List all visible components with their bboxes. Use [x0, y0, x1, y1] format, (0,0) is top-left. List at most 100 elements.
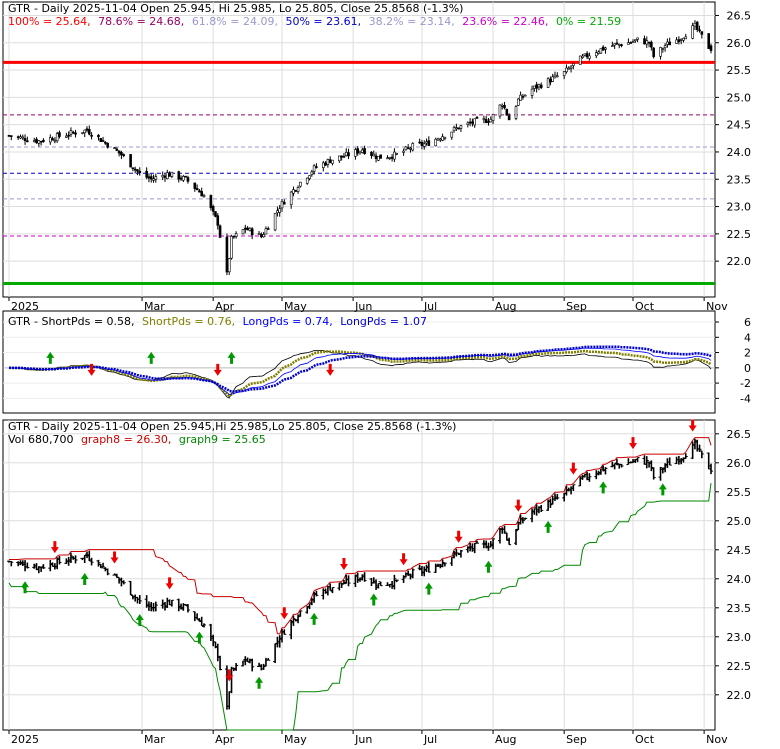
candle-body [457, 127, 460, 130]
candle-body [487, 121, 490, 123]
up-arrow [195, 631, 204, 644]
candle-body [227, 258, 231, 273]
candle-body [406, 147, 410, 149]
candle-body [101, 140, 105, 142]
candle-body [299, 181, 302, 187]
signal-candles [7, 438, 713, 710]
y-tick-label: 26.0 [727, 457, 752, 470]
candle-body [216, 215, 220, 226]
candle-body [684, 36, 688, 40]
candle-body [594, 52, 598, 57]
y-tick-label: 6 [744, 316, 751, 329]
y-tick-label: 24.0 [727, 573, 752, 586]
up-arrow [658, 483, 667, 496]
candle-body [340, 155, 343, 158]
candle-body [645, 40, 649, 45]
y-tick-label: 4 [744, 331, 751, 344]
candle-body [393, 151, 396, 160]
down-arrow [688, 419, 697, 432]
fib-label-786: 78.6% = 24.68, [98, 15, 184, 28]
candle-body [198, 190, 201, 193]
candle-body [631, 41, 635, 43]
candle-body [533, 85, 536, 89]
candle-body [356, 148, 360, 154]
candle-body [115, 148, 119, 151]
down-arrow [569, 462, 578, 475]
y-tick-label: 25.0 [727, 91, 752, 104]
signal-x-ticks: 2025 Mar Apr May Jun Jul Aug Sep Oct Nov [8, 730, 728, 746]
up-arrow [147, 351, 156, 364]
candle-body [170, 171, 174, 177]
x-tick-label: Sep [566, 733, 587, 745]
y-tick-label: 26.0 [727, 37, 752, 50]
candle-body [691, 25, 694, 39]
candle-body [395, 153, 399, 155]
candle-body [154, 176, 158, 180]
signal-panel-grid [3, 420, 715, 730]
candle-body [241, 229, 245, 235]
x-tick-label: 2025 [11, 300, 39, 313]
candle-body [565, 67, 568, 73]
candle-body [211, 205, 215, 212]
y-tick-label: 22.0 [727, 689, 752, 702]
candle-body [209, 195, 213, 209]
candle-body [292, 189, 295, 194]
candle-body [620, 44, 623, 47]
candle-body [615, 42, 619, 45]
candle-body [409, 148, 412, 150]
y-tick-label: 25.0 [727, 515, 752, 528]
candle-body [521, 96, 525, 98]
candle-body [491, 114, 495, 121]
candle-body [264, 228, 268, 235]
x-tick-label: Apr [215, 733, 235, 745]
candle-body [53, 139, 57, 142]
y-tick-label: 24.5 [727, 544, 752, 557]
indicator-label-long-1: LongPds = 0.74, [243, 315, 333, 328]
candle-body [230, 235, 233, 259]
y-tick-label: 26.5 [727, 9, 752, 22]
candle-body [161, 175, 165, 178]
x-tick-label: Jun [354, 300, 372, 313]
candle-body [599, 48, 603, 54]
candle-body [650, 41, 653, 48]
candle-body [372, 153, 376, 157]
candle-body [19, 136, 22, 139]
candle-body [475, 116, 479, 119]
candle-body [65, 135, 68, 138]
candle-body [26, 140, 29, 143]
candle-body [498, 104, 502, 117]
candle-body [611, 45, 614, 47]
indicator-arrows [46, 351, 335, 376]
x-tick-label: Nov [706, 733, 728, 745]
candle-body [136, 169, 139, 172]
candle-body [315, 166, 318, 168]
candle-body [482, 118, 486, 120]
candle-body [308, 175, 311, 179]
candle-body [16, 136, 20, 138]
down-arrow [110, 551, 119, 564]
candle-body [122, 154, 126, 156]
down-arrow [280, 607, 289, 620]
candle-body [569, 66, 573, 69]
candle-body [7, 135, 11, 137]
candle-body [613, 43, 616, 46]
x-tick-label: Mar [144, 300, 165, 313]
candle-body [420, 142, 424, 146]
candle-body [165, 172, 169, 179]
candle-body [663, 45, 667, 48]
candle-body [218, 225, 222, 238]
x-tick-label: 2025 [11, 733, 39, 745]
y-tick-label: 26.5 [727, 428, 752, 441]
down-arrow [514, 499, 523, 512]
candle-body [129, 154, 132, 168]
candle-body [83, 129, 87, 134]
signal-y-ticks: 26.5 26.0 25.5 25.0 24.5 24.0 23.5 23.0 22.5 22.0 [715, 428, 751, 702]
up-arrow [80, 572, 89, 585]
candle-body [87, 129, 91, 135]
y-tick-label: -2 [740, 377, 751, 390]
candle-body [418, 141, 421, 144]
candle-body [51, 138, 54, 141]
signal-header: GTR - Daily 2025-11-04 Open 25.945,Hi 25… [8, 420, 456, 433]
candle-body [294, 190, 298, 192]
